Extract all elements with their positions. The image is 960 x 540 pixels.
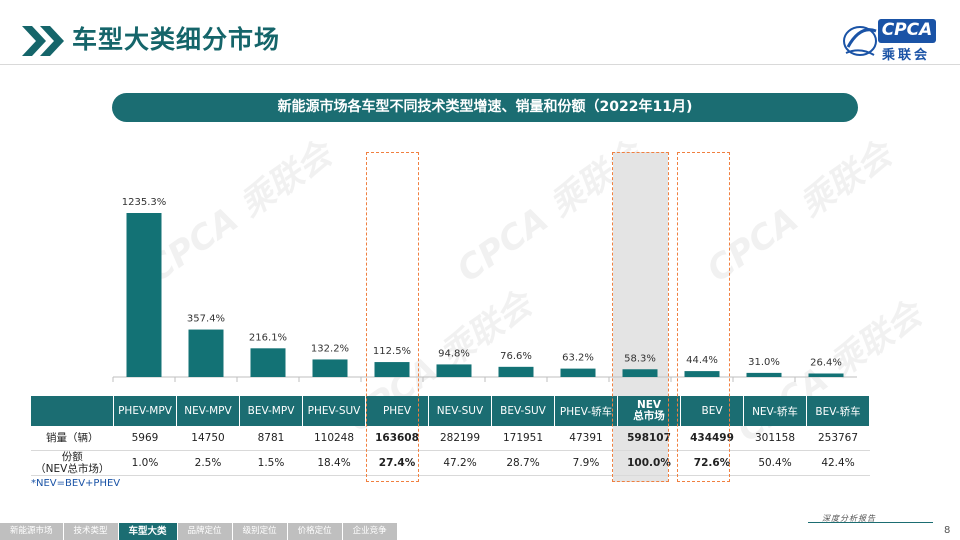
nev-total-highlight-box [612, 152, 669, 482]
header-chevrons-icon [22, 26, 64, 56]
logo-cn-text: 乘联会 [882, 48, 931, 63]
table-cell: 47391 [554, 426, 618, 451]
data-table: PHEV-MPV NEV-MPV BEV-MPV PHEV-SUV PHEV N… [31, 396, 870, 476]
bar-5 [436, 364, 472, 377]
table-cell: 301158 [743, 426, 807, 451]
bar-4 [374, 362, 410, 377]
footer-tab-brand[interactable]: 品牌定位 [177, 523, 233, 540]
table-header-cell: BEV [680, 396, 744, 426]
growth-bar-chart: 1235.3% 357.4% 216.1% 132.2% 112.5% 94.8% 76.6… [112, 197, 857, 382]
bar-value-label: 31.0% [748, 357, 780, 368]
bar-value-label: 94.8% [438, 348, 470, 359]
footnote: *NEV=BEV+PHEV [31, 478, 121, 489]
bar-8 [622, 369, 658, 377]
bar-3 [312, 359, 348, 377]
table-cell: 18.4% [302, 450, 366, 476]
bar-value-label: 216.1% [249, 332, 287, 343]
table-cell: 14750 [176, 426, 240, 451]
table-cell: 434499 [680, 426, 744, 451]
table-header-cell: PHEV-轿车 [554, 396, 618, 426]
footer-tab-tech-type[interactable]: 技术类型 [63, 523, 119, 540]
table-cell: 5969 [113, 426, 177, 451]
bar-1 [188, 329, 224, 377]
table-cell: 282199 [428, 426, 492, 451]
page-number: 8 [944, 525, 951, 536]
bar-2 [250, 348, 286, 377]
table-header-cell: BEV-SUV [491, 396, 555, 426]
table-cell: 28.7% [491, 450, 555, 476]
footer-tab-competition[interactable]: 企业竞争 [342, 523, 398, 540]
table-header-cell: NEV 总市场 [617, 396, 681, 426]
bar-value-label: 1235.3% [122, 197, 167, 208]
table-header-cell: NEV-MPV [176, 396, 240, 426]
bar-value-label: 26.4% [810, 357, 842, 368]
table-cell: 2.5% [176, 450, 240, 476]
table-cell: 110248 [302, 426, 366, 451]
table-cell: 1.5% [239, 450, 303, 476]
bar-value-label: 357.4% [187, 314, 225, 325]
report-label: 深度分析报告 [822, 514, 876, 523]
bar-7 [560, 368, 596, 377]
bar-value-label: 58.3% [624, 353, 656, 364]
table-header-cell: BEV-MPV [239, 396, 303, 426]
table-header-cell: PHEV-MPV [113, 396, 177, 426]
cpca-logo: CPCA 乘联会 [838, 17, 938, 63]
bev-highlight-box [677, 152, 730, 482]
table-header-cell: BEV-轿车 [806, 396, 870, 426]
bar-value-label: 76.6% [500, 351, 532, 362]
table-cell: 47.2% [428, 450, 492, 476]
logo-badge [878, 19, 936, 43]
bar-value-label: 44.4% [686, 355, 718, 366]
row-label: 份额 （NEV总市场） [31, 450, 114, 476]
sales-row: 销量（辆） 5969 14750 8781 110248 163608 2821… [31, 426, 870, 451]
table-cell: 42.4% [806, 450, 870, 476]
table-cell: 100.0% [617, 450, 681, 476]
table-cell: 253767 [806, 426, 870, 451]
table-cell: 7.9% [554, 450, 618, 476]
header-divider [0, 64, 960, 65]
share-row: 份额 （NEV总市场） 1.0% 2.5% 1.5% 18.4% 27.4% 4… [31, 450, 870, 476]
table-cell: 598107 [617, 426, 681, 451]
bar-10 [746, 372, 782, 377]
row-label: 销量（辆） [31, 426, 114, 451]
table-corner-cell [31, 396, 114, 426]
footer-divider [808, 522, 933, 523]
table-cell: 72.6% [680, 450, 744, 476]
logo-brand-text: CPCA [881, 20, 933, 40]
table-cell: 1.0% [113, 450, 177, 476]
table-cell: 50.4% [743, 450, 807, 476]
table-header-cell: NEV-SUV [428, 396, 492, 426]
bar-0 [126, 213, 162, 377]
page-title: 车型大类细分市场 [72, 25, 281, 54]
table-cell: 8781 [239, 426, 303, 451]
table-header-row: PHEV-MPV NEV-MPV BEV-MPV PHEV-SUV PHEV N… [31, 396, 870, 426]
bar-value-label: 63.2% [562, 353, 594, 364]
bar-6 [498, 366, 534, 377]
footer-tab-price[interactable]: 价格定位 [287, 523, 343, 540]
bar-value-label: 132.2% [311, 343, 349, 354]
footer-nav: 新能源市场 技术类型 车型大类 品牌定位 级别定位 价格定位 企业竞争 [0, 523, 398, 540]
bar-value-label: 112.5% [373, 346, 411, 357]
chart-title-banner: 新能源市场各车型不同技术类型增速、销量和份额（2022年11月) [112, 93, 858, 122]
bar-11 [808, 373, 844, 377]
phev-highlight-box [366, 152, 419, 482]
table-header-cell: NEV-轿车 [743, 396, 807, 426]
footer-tab-class[interactable]: 级别定位 [232, 523, 288, 540]
footer-tab-nev-market[interactable]: 新能源市场 [0, 523, 64, 540]
footer-tab-vehicle-type[interactable]: 车型大类 [118, 523, 178, 540]
bar-9 [684, 371, 720, 377]
table-header-cell: PHEV-SUV [302, 396, 366, 426]
globe-logo-icon [843, 26, 877, 56]
table-cell: 171951 [491, 426, 555, 451]
